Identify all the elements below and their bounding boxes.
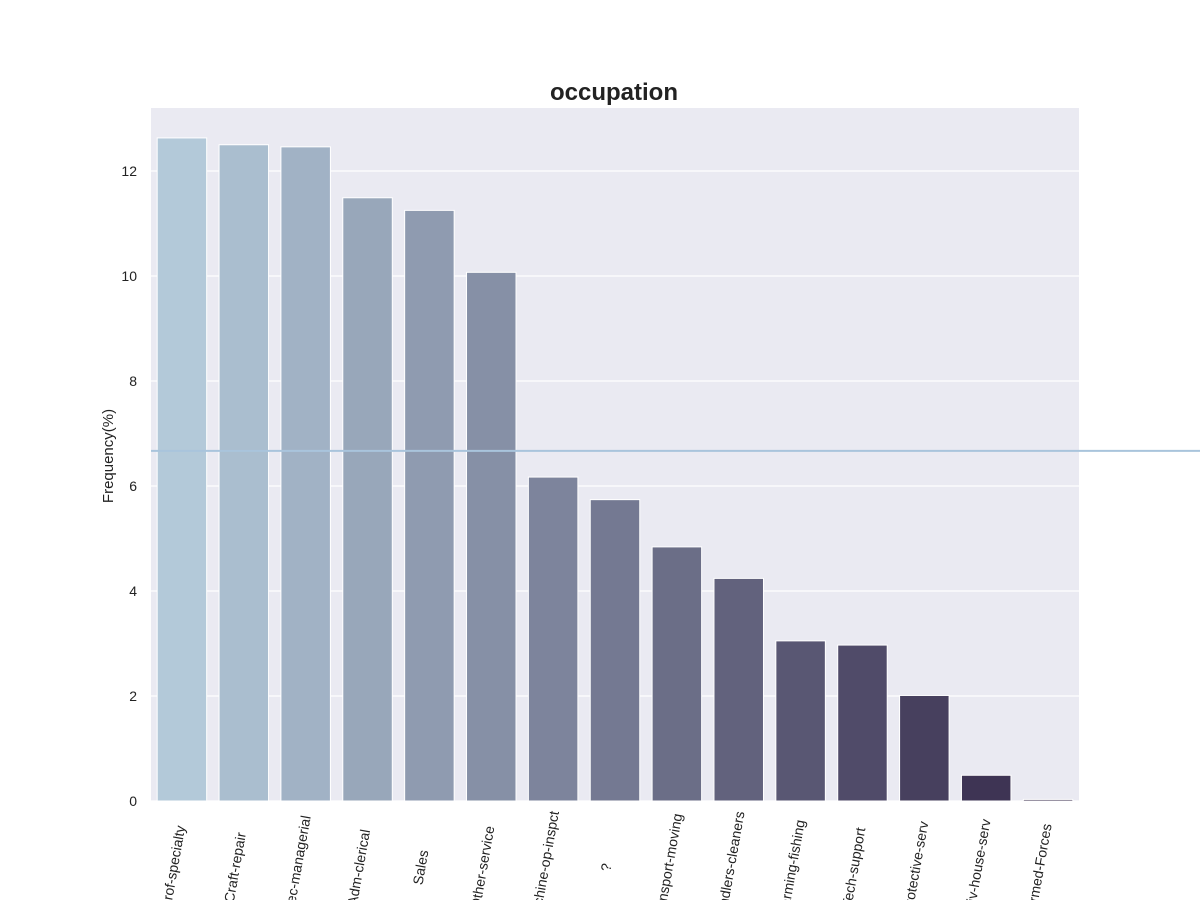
x-tick-label: Armed-Forces bbox=[1024, 822, 1055, 900]
bar bbox=[775, 640, 826, 802]
x-tick-labels: Prof-specialty Craft-repair Exec-manageria… bbox=[158, 810, 1055, 900]
x-tick-label: Prof-specialty bbox=[158, 824, 188, 900]
x-tick-label: Machine-op-inspct bbox=[526, 810, 562, 900]
bar bbox=[342, 197, 393, 802]
y-tick-label: 12 bbox=[121, 163, 137, 179]
bar bbox=[899, 694, 950, 802]
bar bbox=[589, 499, 641, 802]
bar bbox=[404, 209, 455, 802]
x-tick-label: Handlers-cleaners bbox=[712, 810, 747, 900]
y-tick-label: 6 bbox=[129, 478, 137, 494]
x-tick-label: Farming-fishing bbox=[775, 818, 808, 900]
y-tick-label: 8 bbox=[129, 373, 137, 389]
bar bbox=[527, 476, 579, 802]
bar bbox=[156, 137, 208, 802]
x-tick-label: ? bbox=[597, 862, 614, 873]
y-tick-label: 4 bbox=[129, 583, 137, 599]
bars bbox=[156, 137, 1074, 802]
x-tick-label: Sales bbox=[410, 849, 432, 886]
x-tick-label: Other-service bbox=[467, 824, 497, 900]
x-tick-label: Transport-moving bbox=[651, 812, 686, 900]
x-tick-label: Adm-clerical bbox=[344, 828, 373, 900]
x-tick-label: Tech-support bbox=[839, 826, 869, 900]
y-tick-label: 10 bbox=[121, 268, 137, 284]
chart-title: occupation bbox=[550, 79, 678, 106]
x-tick-label: Exec-managerial bbox=[280, 814, 314, 900]
bar bbox=[1022, 798, 1074, 802]
bar bbox=[960, 774, 1012, 802]
x-tick-label: Craft-repair bbox=[221, 831, 249, 900]
y-tick-labels: 0 2 4 6 8 10 12 bbox=[121, 163, 137, 809]
y-axis-label: Frequency(%) bbox=[100, 409, 117, 503]
bar bbox=[466, 271, 517, 802]
y-tick-label: 0 bbox=[129, 793, 137, 809]
bar bbox=[713, 577, 764, 802]
x-tick-label: Protective-serv bbox=[899, 820, 931, 900]
bar bbox=[837, 644, 888, 802]
bar bbox=[218, 144, 270, 802]
x-tick-label: Priv-house-serv bbox=[961, 818, 994, 900]
bar bbox=[651, 546, 703, 802]
y-tick-label: 2 bbox=[129, 688, 137, 704]
bar bbox=[280, 146, 331, 802]
